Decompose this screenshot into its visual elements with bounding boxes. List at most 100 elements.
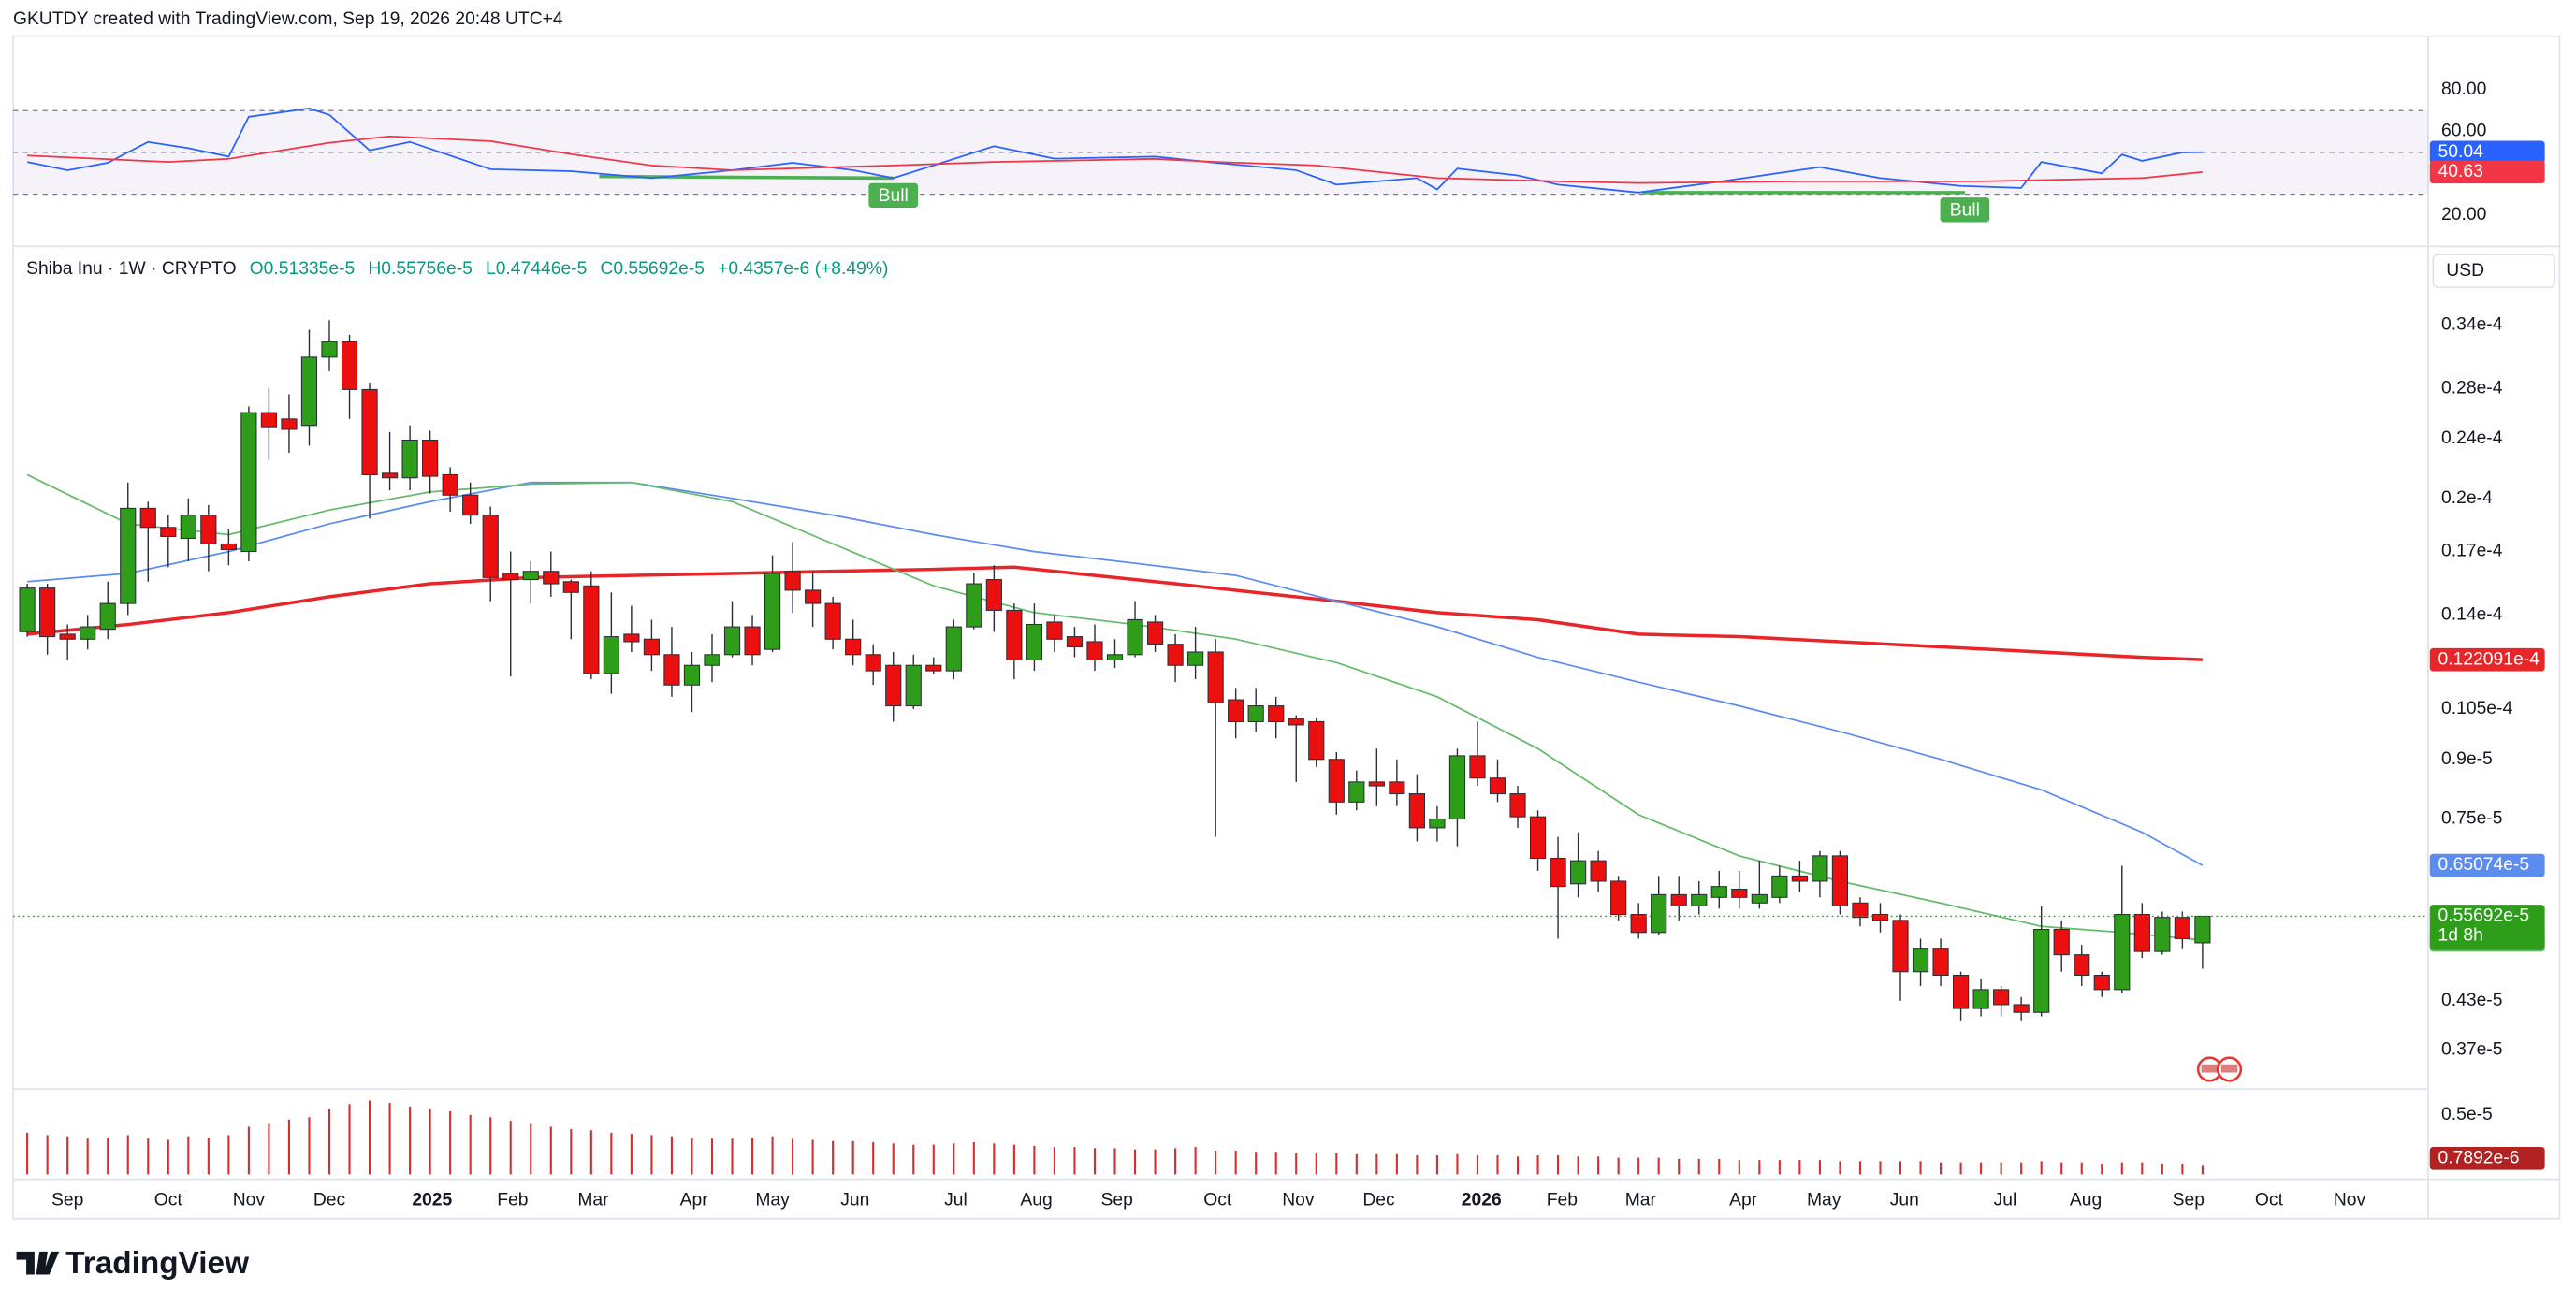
ohlc-value: C0.55692e-5 xyxy=(600,259,705,279)
candle-body xyxy=(543,571,560,585)
candle-body xyxy=(1670,893,1687,906)
candle-body xyxy=(1590,860,1607,882)
candle-body xyxy=(2033,928,2050,1013)
price-badge xyxy=(2429,853,2545,877)
candle-body xyxy=(1146,621,1164,645)
volume-bar xyxy=(1577,1156,1579,1175)
candle-body xyxy=(59,633,76,640)
countdown: 1d 8h xyxy=(2438,926,2483,946)
candle-body xyxy=(1368,781,1385,787)
volume-bar xyxy=(1597,1156,1600,1175)
volume-bar xyxy=(1456,1153,1459,1175)
candle-body xyxy=(805,589,822,604)
volume-bar xyxy=(1215,1150,1217,1175)
candle-body xyxy=(663,654,680,686)
legend: Shiba Inu · 1W · CRYPTO O0.51335e-5 H0.557… xyxy=(26,259,888,279)
event-icons xyxy=(2196,1056,2243,1082)
logo-mark xyxy=(16,1251,60,1275)
candle-body xyxy=(1852,902,1869,919)
candle-body xyxy=(1751,893,1768,904)
attribution: GKUTDY created with TradingView.com, Sep… xyxy=(13,9,563,29)
candle-body xyxy=(683,664,701,686)
candle-body xyxy=(120,507,137,604)
volume-bar xyxy=(1395,1153,1398,1175)
candle-body xyxy=(240,412,257,553)
currency-box xyxy=(2432,254,2556,289)
volume-bar xyxy=(247,1126,250,1175)
volume-bar xyxy=(167,1139,169,1175)
ohlc-value: L0.47446e-5 xyxy=(486,259,587,279)
candle-body xyxy=(623,633,640,643)
candle-body xyxy=(200,515,217,544)
volume-bar xyxy=(832,1140,835,1175)
candle-body xyxy=(1529,816,1547,860)
candle-body xyxy=(1086,641,1103,660)
volume-bar xyxy=(509,1121,512,1175)
volume-bar xyxy=(1758,1160,1761,1175)
brand-name: TradingView xyxy=(65,1246,249,1281)
volume-bar xyxy=(1919,1161,1922,1175)
divergence-badge xyxy=(1940,197,1990,223)
candle-body xyxy=(1569,860,1587,885)
volume-bar xyxy=(348,1104,351,1175)
volume-bar xyxy=(2080,1162,2083,1175)
x-tick-label: May xyxy=(1807,1191,1841,1211)
volume-bar xyxy=(1697,1158,1700,1175)
x-tick-label: Apr xyxy=(680,1191,709,1211)
volume-bar xyxy=(549,1126,552,1175)
candle-body xyxy=(80,626,96,640)
volume-bar xyxy=(66,1136,69,1175)
moving-average xyxy=(27,481,2204,866)
candle-body xyxy=(1167,644,1184,666)
y-tick-label: 80.00 xyxy=(2441,80,2486,99)
candle-body xyxy=(1469,755,1486,779)
divergence-line xyxy=(599,174,894,181)
ohlc-value: H0.55756e-5 xyxy=(368,259,473,279)
volume-bar xyxy=(287,1119,291,1175)
candle-body xyxy=(39,587,56,638)
candle-body xyxy=(643,638,661,656)
x-tick-label: Mar xyxy=(1625,1191,1657,1211)
volume-bar xyxy=(388,1103,391,1175)
volume-bar xyxy=(1295,1153,1298,1175)
volume-bar xyxy=(589,1130,592,1175)
volume-bar xyxy=(1234,1150,1237,1175)
volume-bar xyxy=(710,1138,714,1175)
volume-bar xyxy=(1959,1162,1962,1175)
x-tick-label: Aug xyxy=(1020,1191,1052,1211)
candle-body xyxy=(1972,989,1989,1009)
rsi-line xyxy=(27,135,2204,184)
candle-body xyxy=(1791,875,1808,882)
candle-body xyxy=(1871,914,1889,921)
price-badge xyxy=(2429,160,2545,184)
candle-body xyxy=(704,654,720,666)
x-tick-label: Jun xyxy=(1890,1191,1919,1211)
volume-bar xyxy=(1113,1148,1116,1175)
volume-bar xyxy=(1033,1145,1036,1175)
volume-bar xyxy=(1738,1160,1740,1175)
candle-body xyxy=(361,388,378,476)
candle-body xyxy=(1710,886,1727,898)
volume-bar xyxy=(2120,1162,2123,1175)
volume-bar xyxy=(26,1132,29,1175)
x-tick-label: Jun xyxy=(840,1191,869,1211)
candle-body xyxy=(401,439,418,479)
x-tick-label: Sep xyxy=(51,1191,83,1211)
volume-bar xyxy=(1899,1161,1902,1175)
candle-body xyxy=(300,356,318,427)
volume-bar xyxy=(327,1109,331,1175)
volume-bar xyxy=(1839,1161,1841,1175)
x-tick-label: Feb xyxy=(497,1191,528,1211)
price-badge-label: 40.63 xyxy=(2438,162,2483,181)
candle-body xyxy=(1771,875,1788,898)
volume-bar xyxy=(187,1136,190,1175)
volume-bar xyxy=(1879,1161,1882,1175)
candle-body xyxy=(562,581,579,593)
candle-body xyxy=(1066,636,1084,647)
candle-body xyxy=(1912,948,1929,973)
candle-body xyxy=(764,573,781,650)
x-tick-label: Feb xyxy=(1547,1191,1578,1211)
candle-body xyxy=(905,664,922,707)
volume-bar xyxy=(953,1143,955,1175)
